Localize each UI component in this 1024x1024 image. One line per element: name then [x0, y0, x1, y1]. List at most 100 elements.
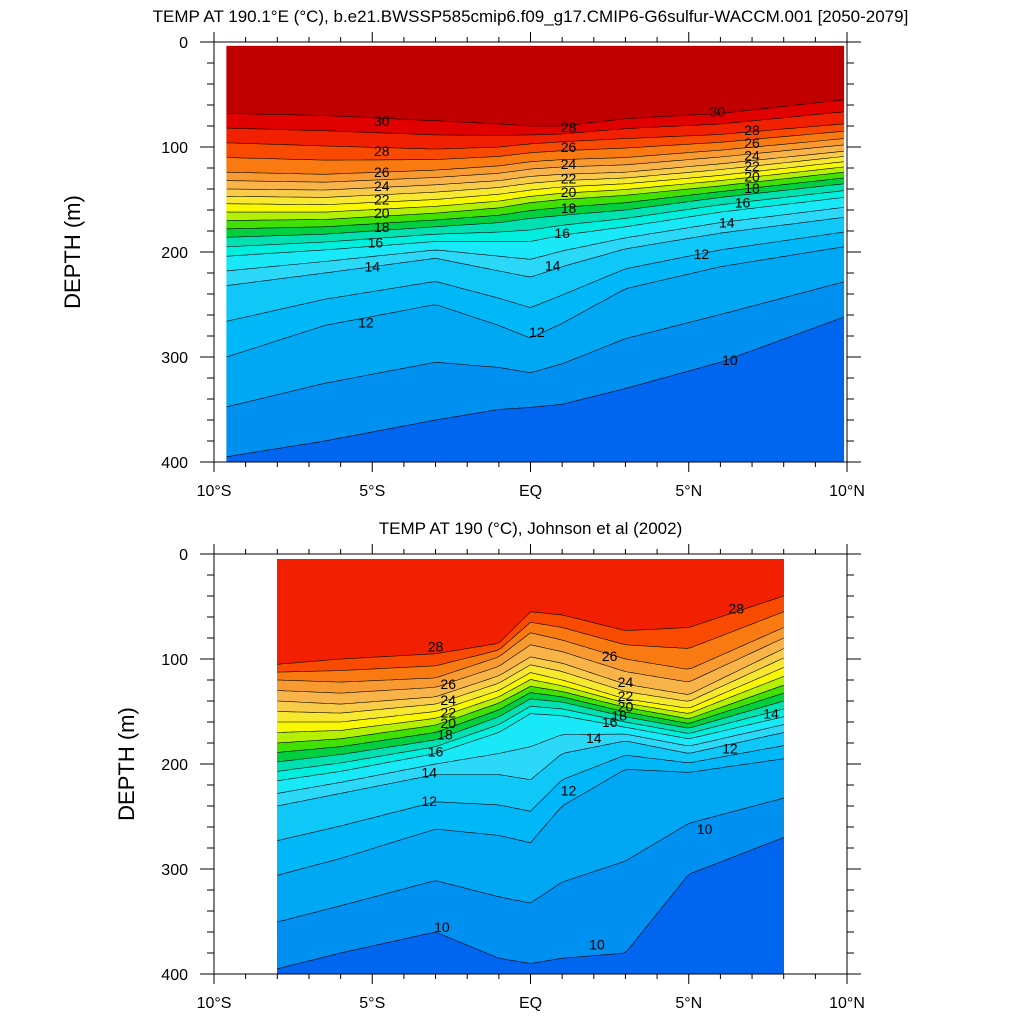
x-tick-label: EQ [519, 995, 542, 1012]
contour-label: 24 [440, 692, 456, 708]
isotherm-24 [277, 648, 784, 705]
contour-label: 12 [421, 793, 437, 809]
y-tick-label: 200 [161, 245, 188, 262]
contour-label: 22 [744, 158, 760, 174]
contour-label: 14 [763, 706, 779, 722]
isotherm-29 [226, 111, 844, 136]
contour-label: 24 [744, 147, 760, 163]
x-tick-label: 10°N [829, 483, 865, 500]
contour-label: 18 [744, 180, 760, 196]
contour-label: 24 [374, 178, 390, 194]
isotherm-15 [226, 207, 844, 272]
contour-label: 12 [694, 246, 710, 262]
isotherm-19 [277, 692, 784, 753]
isotherm-23 [277, 657, 784, 714]
contour-label: 18 [437, 727, 453, 743]
contour-label: 22 [561, 171, 577, 187]
isotherm-14 [277, 732, 784, 807]
isotherm-22 [226, 161, 844, 205]
contour-label: 14 [364, 259, 380, 275]
isotherm-14 [226, 217, 844, 286]
contour-label: 10 [589, 937, 605, 953]
isotherm-25 [277, 637, 784, 694]
isotherm-28 [277, 595, 784, 665]
y-axis-label: DEPTH (m) [60, 195, 85, 309]
y-tick-label: 400 [161, 967, 188, 984]
contour-label: 10 [434, 919, 450, 935]
chart-title: TEMP AT 190 (°C), Johnson et al (2002) [379, 519, 683, 538]
isotherm-13 [277, 745, 784, 841]
contour-lines [226, 99, 844, 458]
y-tick-label: 0 [179, 35, 188, 52]
isotherm-19 [226, 177, 844, 230]
isotherm-17 [226, 190, 844, 248]
isotherm-18 [277, 698, 784, 763]
y-tick-label: 100 [161, 652, 188, 669]
isotherm-28 [226, 123, 844, 150]
y-tick-label: 300 [161, 350, 188, 367]
contour-label: 30 [709, 103, 725, 119]
isotherm-24 [226, 150, 844, 191]
contour-label: 28 [728, 601, 744, 617]
isotherm-18 [226, 183, 844, 238]
contour-label: 16 [735, 195, 751, 211]
x-tick-label: 10°S [197, 995, 232, 1012]
contour-label: 14 [545, 258, 561, 274]
contour-label: 18 [561, 200, 577, 216]
isotherm-22 [277, 667, 784, 723]
contour-label: 10 [722, 352, 738, 368]
contour-label: 10 [697, 821, 713, 837]
isotherm-21 [226, 166, 844, 213]
x-tick-label: 5°S [359, 995, 385, 1012]
x-tick-label: 5°N [675, 483, 702, 500]
contour-label: 28 [374, 143, 390, 159]
isotherm-12 [226, 246, 844, 358]
contour-label: 14 [586, 730, 602, 746]
panel-observations: 2828262624242222202018181616141414121212… [114, 519, 865, 1012]
contour-label: 12 [358, 314, 374, 330]
contour-label: 14 [421, 764, 437, 780]
contour-fills [226, 45, 845, 462]
contour-label: 18 [374, 219, 390, 235]
contour-label: 16 [602, 714, 618, 730]
contour-label: 16 [368, 235, 384, 251]
isotherm-25 [226, 144, 844, 183]
isotherm-26 [226, 138, 844, 175]
isotherm-20 [277, 685, 784, 744]
x-tick-label: 5°S [359, 483, 385, 500]
isotherm-27 [226, 131, 844, 161]
contour-label: 28 [744, 122, 760, 138]
contour-label: 12 [722, 740, 738, 756]
contour-label: 16 [428, 743, 444, 759]
chart-title: TEMP AT 190.1°E (°C), b.e21.BWSSP585cmip… [153, 7, 909, 26]
contour-label: 20 [618, 698, 634, 714]
isotherm-10 [277, 837, 784, 970]
contour-label: 20 [440, 715, 456, 731]
isotherm-16 [226, 197, 844, 257]
isotherm-11 [226, 281, 844, 408]
y-tick-label: 300 [161, 862, 188, 879]
contour-label: 20 [561, 184, 577, 200]
contour-label: 28 [428, 638, 444, 654]
contour-label: 26 [440, 676, 456, 692]
y-tick-label: 200 [161, 757, 188, 774]
contour-label: 12 [561, 782, 577, 798]
y-tick-label: 0 [179, 547, 188, 564]
contour-label: 18 [611, 708, 627, 724]
isotherm-11 [277, 797, 784, 923]
x-tick-label: 5°N [675, 995, 702, 1012]
isotherm-27 [277, 611, 784, 673]
contour-label: 26 [561, 139, 577, 155]
contour-label: 16 [554, 225, 570, 241]
isotherm-13 [226, 231, 844, 322]
x-tick-label: EQ [519, 483, 542, 500]
contour-label: 20 [374, 205, 390, 221]
isotherm-12 [277, 758, 784, 876]
contour-label: 26 [374, 164, 390, 180]
y-tick-label: 400 [161, 455, 188, 472]
contour-label: 26 [744, 135, 760, 151]
isotherm-15 [277, 724, 784, 794]
contour-label: 20 [744, 168, 760, 184]
